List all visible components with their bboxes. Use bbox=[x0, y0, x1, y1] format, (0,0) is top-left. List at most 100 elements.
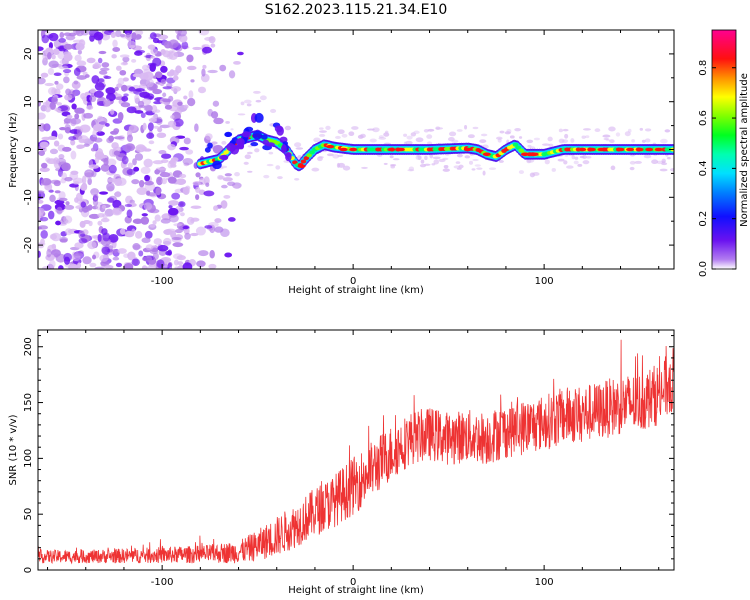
noise-point bbox=[195, 194, 200, 200]
ridge-peak bbox=[349, 147, 358, 152]
snr-frame bbox=[37, 329, 675, 571]
faint-point bbox=[615, 132, 621, 137]
noise-point bbox=[83, 112, 94, 119]
ridge-peak bbox=[530, 152, 539, 157]
faint-point bbox=[518, 170, 524, 175]
faint-point bbox=[337, 154, 344, 157]
noise-point bbox=[177, 101, 183, 106]
noise-point bbox=[93, 90, 104, 98]
noise-point bbox=[204, 225, 213, 229]
noise-point bbox=[80, 30, 90, 36]
noise-point bbox=[117, 77, 125, 86]
noise-point bbox=[175, 65, 182, 74]
noise-point bbox=[152, 160, 164, 165]
faint-point bbox=[254, 148, 260, 153]
faint-point bbox=[558, 128, 563, 133]
faint-point bbox=[332, 154, 340, 159]
noise-point bbox=[105, 123, 110, 127]
noise-point bbox=[186, 65, 197, 71]
faint-point bbox=[443, 164, 449, 169]
noise-point bbox=[121, 155, 129, 165]
faint-point bbox=[476, 167, 483, 170]
noise-point bbox=[174, 266, 181, 269]
noise-point bbox=[128, 86, 136, 92]
noise-point bbox=[73, 252, 83, 257]
noise-point bbox=[165, 250, 172, 256]
faint-point bbox=[442, 168, 450, 172]
faint-point bbox=[372, 127, 380, 133]
noise-point bbox=[177, 30, 187, 37]
noise-point bbox=[105, 87, 116, 95]
noise-point bbox=[237, 51, 244, 56]
noise-point bbox=[73, 67, 81, 77]
noise-point bbox=[183, 104, 189, 109]
faint-point bbox=[263, 174, 270, 179]
noise-point bbox=[182, 225, 189, 230]
faint-point bbox=[660, 138, 668, 144]
noise-point bbox=[92, 124, 103, 132]
noise-point bbox=[39, 141, 49, 148]
faint-point bbox=[246, 103, 252, 107]
faint-point bbox=[583, 128, 591, 131]
ridge-peak bbox=[654, 147, 663, 152]
x-tick-label: 0 bbox=[350, 577, 356, 588]
noise-point bbox=[80, 233, 86, 237]
noise-point bbox=[210, 111, 219, 119]
faint-point bbox=[417, 155, 422, 161]
noise-point bbox=[145, 244, 154, 251]
faint-point bbox=[390, 164, 396, 169]
noise-point bbox=[92, 63, 102, 69]
faint-point bbox=[479, 139, 487, 144]
noise-point bbox=[147, 122, 154, 131]
noise-point bbox=[156, 176, 163, 186]
ridge-blob bbox=[262, 139, 270, 146]
faint-point bbox=[605, 139, 611, 142]
noise-point bbox=[198, 30, 210, 36]
noise-point bbox=[38, 77, 46, 85]
noise-point bbox=[67, 91, 77, 99]
noise-point bbox=[202, 64, 207, 69]
noise-point bbox=[103, 75, 112, 80]
faint-point bbox=[506, 128, 512, 134]
faint-point bbox=[294, 142, 302, 148]
faint-point bbox=[342, 165, 351, 171]
noise-point bbox=[167, 143, 176, 151]
noise-point bbox=[148, 140, 155, 145]
faint-point bbox=[447, 136, 455, 142]
noise-point bbox=[96, 131, 105, 136]
faint-point bbox=[415, 137, 424, 143]
noise-point bbox=[76, 128, 82, 135]
noise-point bbox=[205, 182, 210, 187]
faint-point bbox=[230, 128, 234, 131]
noise-point bbox=[108, 164, 117, 174]
noise-point bbox=[73, 30, 81, 35]
noise-point bbox=[120, 102, 131, 108]
noise-point bbox=[45, 157, 51, 163]
noise-point bbox=[50, 232, 62, 242]
faint-point bbox=[420, 159, 425, 164]
noise-point bbox=[74, 113, 80, 120]
noise-point bbox=[149, 208, 160, 214]
noise-point bbox=[214, 218, 222, 223]
noise-point bbox=[134, 88, 145, 92]
noise-point bbox=[38, 250, 41, 258]
noise-point bbox=[152, 252, 159, 260]
noise-point bbox=[81, 175, 87, 185]
ridge-peak bbox=[597, 147, 606, 152]
faint-point bbox=[247, 145, 253, 148]
noise-point bbox=[41, 124, 50, 130]
ridge-blob bbox=[233, 145, 244, 150]
faint-point bbox=[579, 155, 585, 159]
faint-point bbox=[448, 131, 457, 137]
noise-point bbox=[71, 103, 77, 110]
noise-point bbox=[124, 230, 135, 238]
noise-point bbox=[106, 182, 115, 192]
noise-point bbox=[79, 124, 91, 133]
noise-point bbox=[168, 200, 179, 206]
noise-point bbox=[188, 90, 194, 99]
noise-point bbox=[190, 205, 202, 209]
noise-point bbox=[156, 259, 165, 269]
noise-point bbox=[108, 148, 116, 157]
faint-point bbox=[471, 168, 476, 171]
spectrogram-ylabel: Frequency (Hz) bbox=[8, 112, 19, 188]
